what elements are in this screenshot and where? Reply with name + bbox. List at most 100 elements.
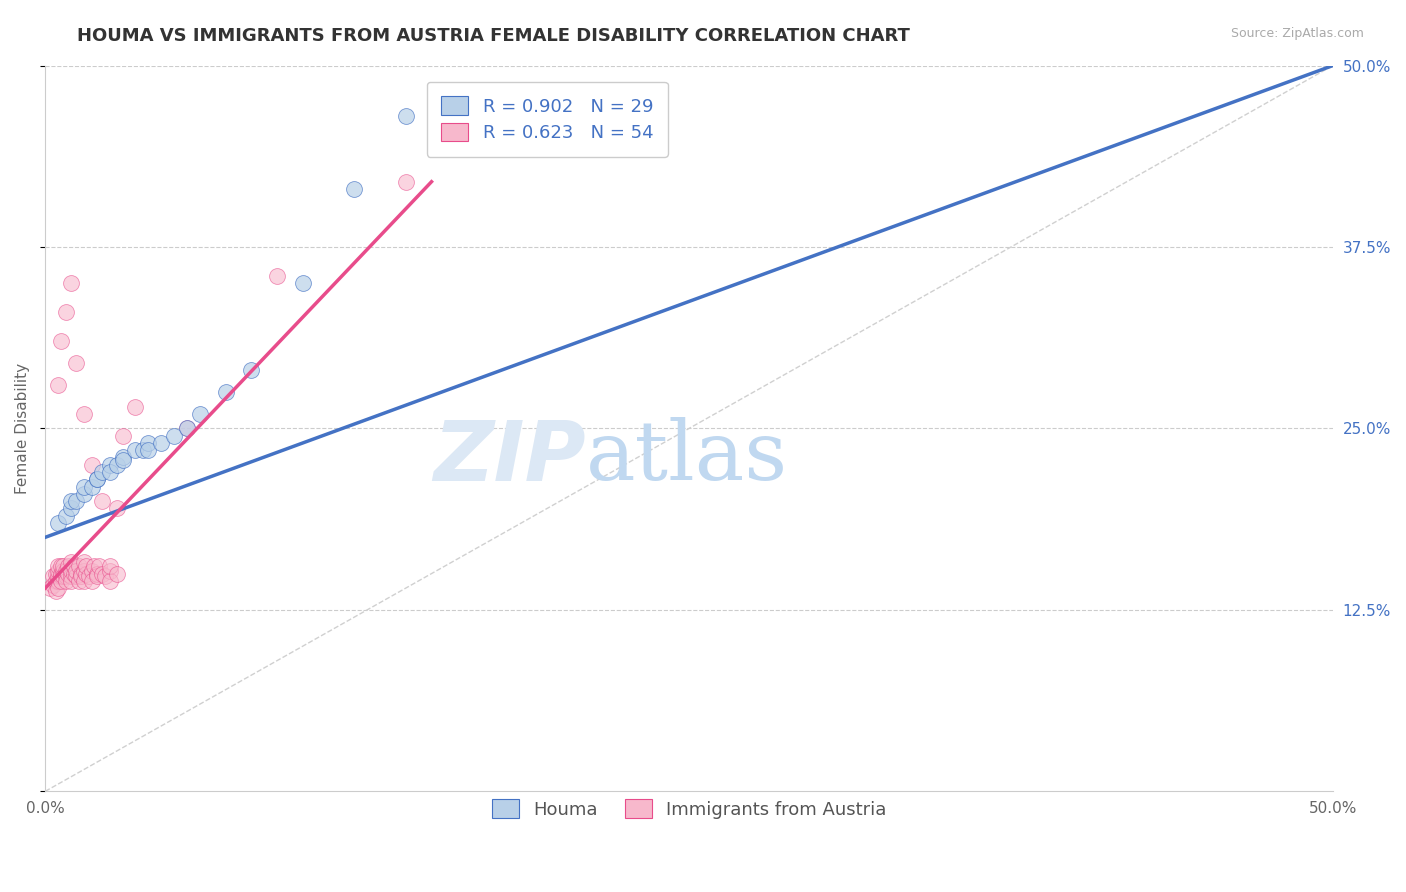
Point bbox=[80, 458, 103, 472]
Point bbox=[58, 566, 80, 581]
Point bbox=[46, 574, 69, 588]
Point bbox=[86, 472, 108, 486]
Text: Source: ZipAtlas.com: Source: ZipAtlas.com bbox=[1230, 27, 1364, 40]
Point bbox=[111, 450, 134, 465]
Point bbox=[124, 400, 146, 414]
Point bbox=[83, 559, 105, 574]
Point bbox=[55, 564, 77, 578]
Point bbox=[105, 566, 128, 581]
Point bbox=[65, 564, 87, 578]
Point bbox=[45, 566, 67, 581]
Point bbox=[266, 268, 288, 283]
Point bbox=[62, 559, 84, 574]
Point bbox=[132, 443, 155, 458]
Point bbox=[45, 584, 67, 599]
Point bbox=[105, 501, 128, 516]
Point bbox=[55, 508, 77, 523]
Point bbox=[80, 479, 103, 493]
Point bbox=[395, 109, 418, 123]
Point bbox=[60, 277, 83, 291]
Text: atlas: atlas bbox=[586, 417, 789, 498]
Point bbox=[45, 574, 67, 588]
Point bbox=[49, 559, 72, 574]
Point bbox=[395, 175, 418, 189]
Point bbox=[46, 569, 69, 583]
Point bbox=[42, 578, 65, 592]
Point bbox=[52, 569, 75, 583]
Y-axis label: Female Disability: Female Disability bbox=[15, 363, 30, 494]
Point bbox=[49, 569, 72, 583]
Point bbox=[67, 559, 90, 574]
Point bbox=[76, 559, 98, 574]
Point bbox=[176, 421, 198, 435]
Point bbox=[80, 574, 103, 588]
Point bbox=[55, 566, 77, 581]
Point bbox=[52, 559, 75, 574]
Point bbox=[60, 555, 83, 569]
Point bbox=[60, 569, 83, 583]
Point bbox=[49, 334, 72, 349]
Point bbox=[136, 436, 159, 450]
Point bbox=[89, 559, 111, 574]
Point bbox=[55, 574, 77, 588]
Point bbox=[67, 574, 90, 588]
Point bbox=[70, 566, 93, 581]
Point bbox=[291, 277, 314, 291]
Point bbox=[90, 465, 112, 479]
Point bbox=[73, 555, 96, 569]
Point bbox=[98, 559, 121, 574]
Point bbox=[73, 487, 96, 501]
Point bbox=[73, 479, 96, 493]
Point bbox=[98, 564, 121, 578]
Point bbox=[73, 564, 96, 578]
Point bbox=[124, 443, 146, 458]
Text: ZIP: ZIP bbox=[433, 417, 586, 498]
Point bbox=[46, 564, 69, 578]
Point bbox=[46, 516, 69, 530]
Legend: Houma, Immigrants from Austria: Houma, Immigrants from Austria bbox=[484, 792, 894, 826]
Point bbox=[105, 458, 128, 472]
Point bbox=[98, 458, 121, 472]
Point bbox=[77, 569, 100, 583]
Point bbox=[46, 378, 69, 392]
Point bbox=[60, 574, 83, 588]
Point bbox=[240, 363, 263, 377]
Point bbox=[86, 566, 108, 581]
Point bbox=[65, 569, 87, 583]
Point bbox=[58, 559, 80, 574]
Point bbox=[214, 385, 236, 400]
Point bbox=[62, 566, 84, 581]
Text: HOUMA VS IMMIGRANTS FROM AUSTRIA FEMALE DISABILITY CORRELATION CHART: HOUMA VS IMMIGRANTS FROM AUSTRIA FEMALE … bbox=[77, 27, 910, 45]
Point bbox=[49, 566, 72, 581]
Point bbox=[98, 574, 121, 588]
Point bbox=[90, 494, 112, 508]
Point bbox=[73, 407, 96, 421]
Point bbox=[65, 494, 87, 508]
Point bbox=[60, 501, 83, 516]
Point bbox=[73, 574, 96, 588]
Point bbox=[55, 569, 77, 583]
Point bbox=[98, 465, 121, 479]
Point bbox=[65, 356, 87, 370]
Point bbox=[111, 453, 134, 467]
Point bbox=[76, 566, 98, 581]
Point bbox=[60, 564, 83, 578]
Point bbox=[150, 436, 173, 450]
Point bbox=[49, 574, 72, 588]
Point bbox=[46, 581, 69, 595]
Point bbox=[52, 564, 75, 578]
Point bbox=[86, 569, 108, 583]
Point bbox=[93, 569, 115, 583]
Point bbox=[176, 421, 198, 435]
Point bbox=[90, 566, 112, 581]
Point bbox=[70, 569, 93, 583]
Point bbox=[80, 564, 103, 578]
Point bbox=[60, 494, 83, 508]
Point bbox=[39, 581, 62, 595]
Point bbox=[46, 559, 69, 574]
Point bbox=[163, 428, 186, 442]
Point bbox=[42, 569, 65, 583]
Point bbox=[188, 407, 211, 421]
Point bbox=[111, 428, 134, 442]
Point bbox=[343, 182, 366, 196]
